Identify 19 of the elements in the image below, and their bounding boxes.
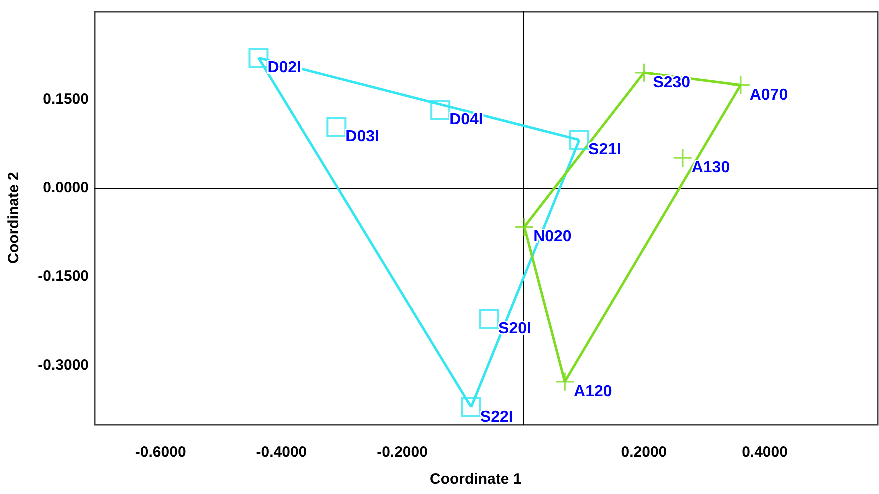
y-axis-title: Coordinate 2	[6, 172, 22, 264]
x-tick-label: 0.2000	[621, 444, 668, 461]
x-tick-label: -0.2000	[377, 444, 428, 461]
x-tick-label: -0.6000	[135, 444, 186, 461]
annotation: A130	[692, 159, 730, 176]
annotation: A120	[574, 383, 612, 400]
y-tick-label: 0.1500	[43, 90, 89, 108]
x-tick-label: 0.4000	[742, 444, 788, 461]
x-axis-title: Coordinate 1	[430, 471, 522, 488]
annotation: A070	[750, 86, 788, 104]
y-tick-label: -0.1500	[38, 268, 89, 286]
annotation: S21I	[588, 142, 622, 159]
annotation: D03I	[346, 128, 380, 146]
annotation: D04I	[450, 112, 484, 129]
annotation: S230	[653, 74, 691, 92]
annotation: S22I	[480, 408, 514, 426]
y-tick-label: -0.3000	[38, 356, 89, 374]
x-tick-label: -0.4000	[256, 444, 308, 461]
y-tick-label: 0.0000	[43, 180, 89, 197]
